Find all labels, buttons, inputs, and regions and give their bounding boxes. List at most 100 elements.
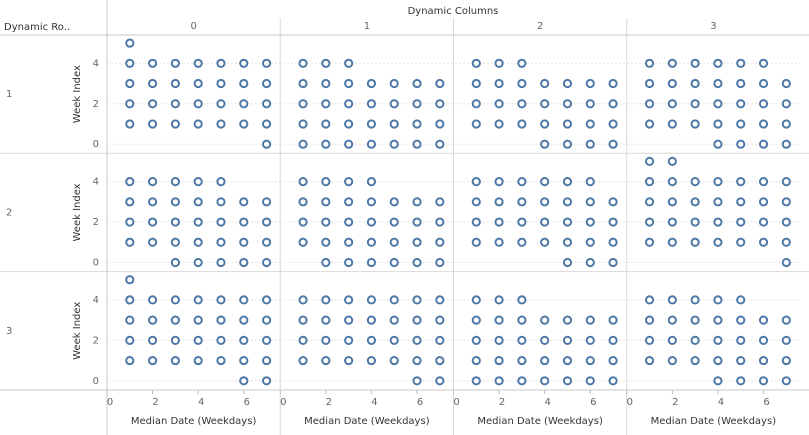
point xyxy=(125,58,135,68)
point xyxy=(667,355,677,366)
point xyxy=(758,376,769,386)
point xyxy=(517,177,527,187)
point xyxy=(412,99,422,109)
point xyxy=(471,237,481,247)
point xyxy=(608,139,618,149)
point xyxy=(366,315,377,325)
point xyxy=(736,119,746,129)
point xyxy=(147,335,158,345)
point xyxy=(781,257,791,268)
point xyxy=(540,355,550,366)
point xyxy=(321,257,331,268)
point xyxy=(585,78,595,89)
point xyxy=(321,119,331,129)
point xyxy=(540,315,550,325)
point xyxy=(193,257,203,268)
point xyxy=(713,376,723,386)
point xyxy=(494,99,504,109)
point xyxy=(585,177,595,187)
point xyxy=(471,355,481,366)
point xyxy=(517,237,527,247)
point xyxy=(170,335,180,345)
point xyxy=(690,99,700,109)
point xyxy=(494,237,504,247)
point xyxy=(321,177,331,187)
point xyxy=(298,295,308,305)
point xyxy=(667,119,677,129)
x-tick-label: 0 xyxy=(107,397,113,408)
point xyxy=(667,217,677,227)
point xyxy=(193,217,203,227)
point xyxy=(608,257,618,268)
point xyxy=(758,139,769,149)
point xyxy=(147,237,158,247)
point xyxy=(170,257,180,268)
point xyxy=(667,335,677,345)
point xyxy=(298,99,308,109)
point xyxy=(713,335,723,345)
point xyxy=(644,177,655,187)
point xyxy=(562,376,573,386)
y-tick-label: 4 xyxy=(93,58,99,69)
point xyxy=(585,315,595,325)
point xyxy=(713,237,723,247)
point xyxy=(608,217,618,227)
point xyxy=(736,315,746,325)
point xyxy=(713,197,723,207)
point xyxy=(494,315,504,325)
point xyxy=(494,295,504,305)
point xyxy=(170,197,180,207)
x-tick-label: 0 xyxy=(627,397,633,408)
x-tick-label: 2 xyxy=(499,397,505,408)
point xyxy=(667,237,677,247)
point xyxy=(471,376,481,386)
point xyxy=(435,139,445,149)
point xyxy=(147,58,158,68)
point xyxy=(193,58,203,68)
point xyxy=(298,197,308,207)
point xyxy=(667,295,677,305)
x-tick-label: 0 xyxy=(280,397,286,408)
point xyxy=(170,237,180,247)
point xyxy=(261,197,272,207)
point xyxy=(608,78,618,89)
point xyxy=(344,355,354,366)
point xyxy=(471,78,481,89)
point xyxy=(193,315,203,325)
point xyxy=(193,335,203,345)
point xyxy=(298,335,308,345)
point xyxy=(216,315,226,325)
point xyxy=(644,237,655,247)
point xyxy=(216,99,226,109)
point xyxy=(713,99,723,109)
point xyxy=(690,335,700,345)
x-tick-label: 2 xyxy=(672,397,678,408)
x-tick-label: 0 xyxy=(453,397,459,408)
point xyxy=(758,335,769,345)
point xyxy=(781,197,791,207)
point xyxy=(713,58,723,68)
point xyxy=(494,197,504,207)
point xyxy=(562,139,573,149)
point xyxy=(170,217,180,227)
point xyxy=(321,58,331,68)
point xyxy=(261,217,272,227)
point xyxy=(736,78,746,89)
point xyxy=(781,139,791,149)
point xyxy=(261,119,272,129)
point xyxy=(344,78,354,89)
point xyxy=(517,78,527,89)
point xyxy=(216,119,226,129)
point xyxy=(471,315,481,325)
point xyxy=(435,315,445,325)
point xyxy=(125,315,135,325)
point xyxy=(412,119,422,129)
y-tick-label: 2 xyxy=(93,335,99,346)
point xyxy=(517,58,527,68)
point xyxy=(366,335,377,345)
point xyxy=(736,376,746,386)
point xyxy=(298,119,308,129)
point xyxy=(193,177,203,187)
point xyxy=(147,315,158,325)
point xyxy=(193,78,203,89)
